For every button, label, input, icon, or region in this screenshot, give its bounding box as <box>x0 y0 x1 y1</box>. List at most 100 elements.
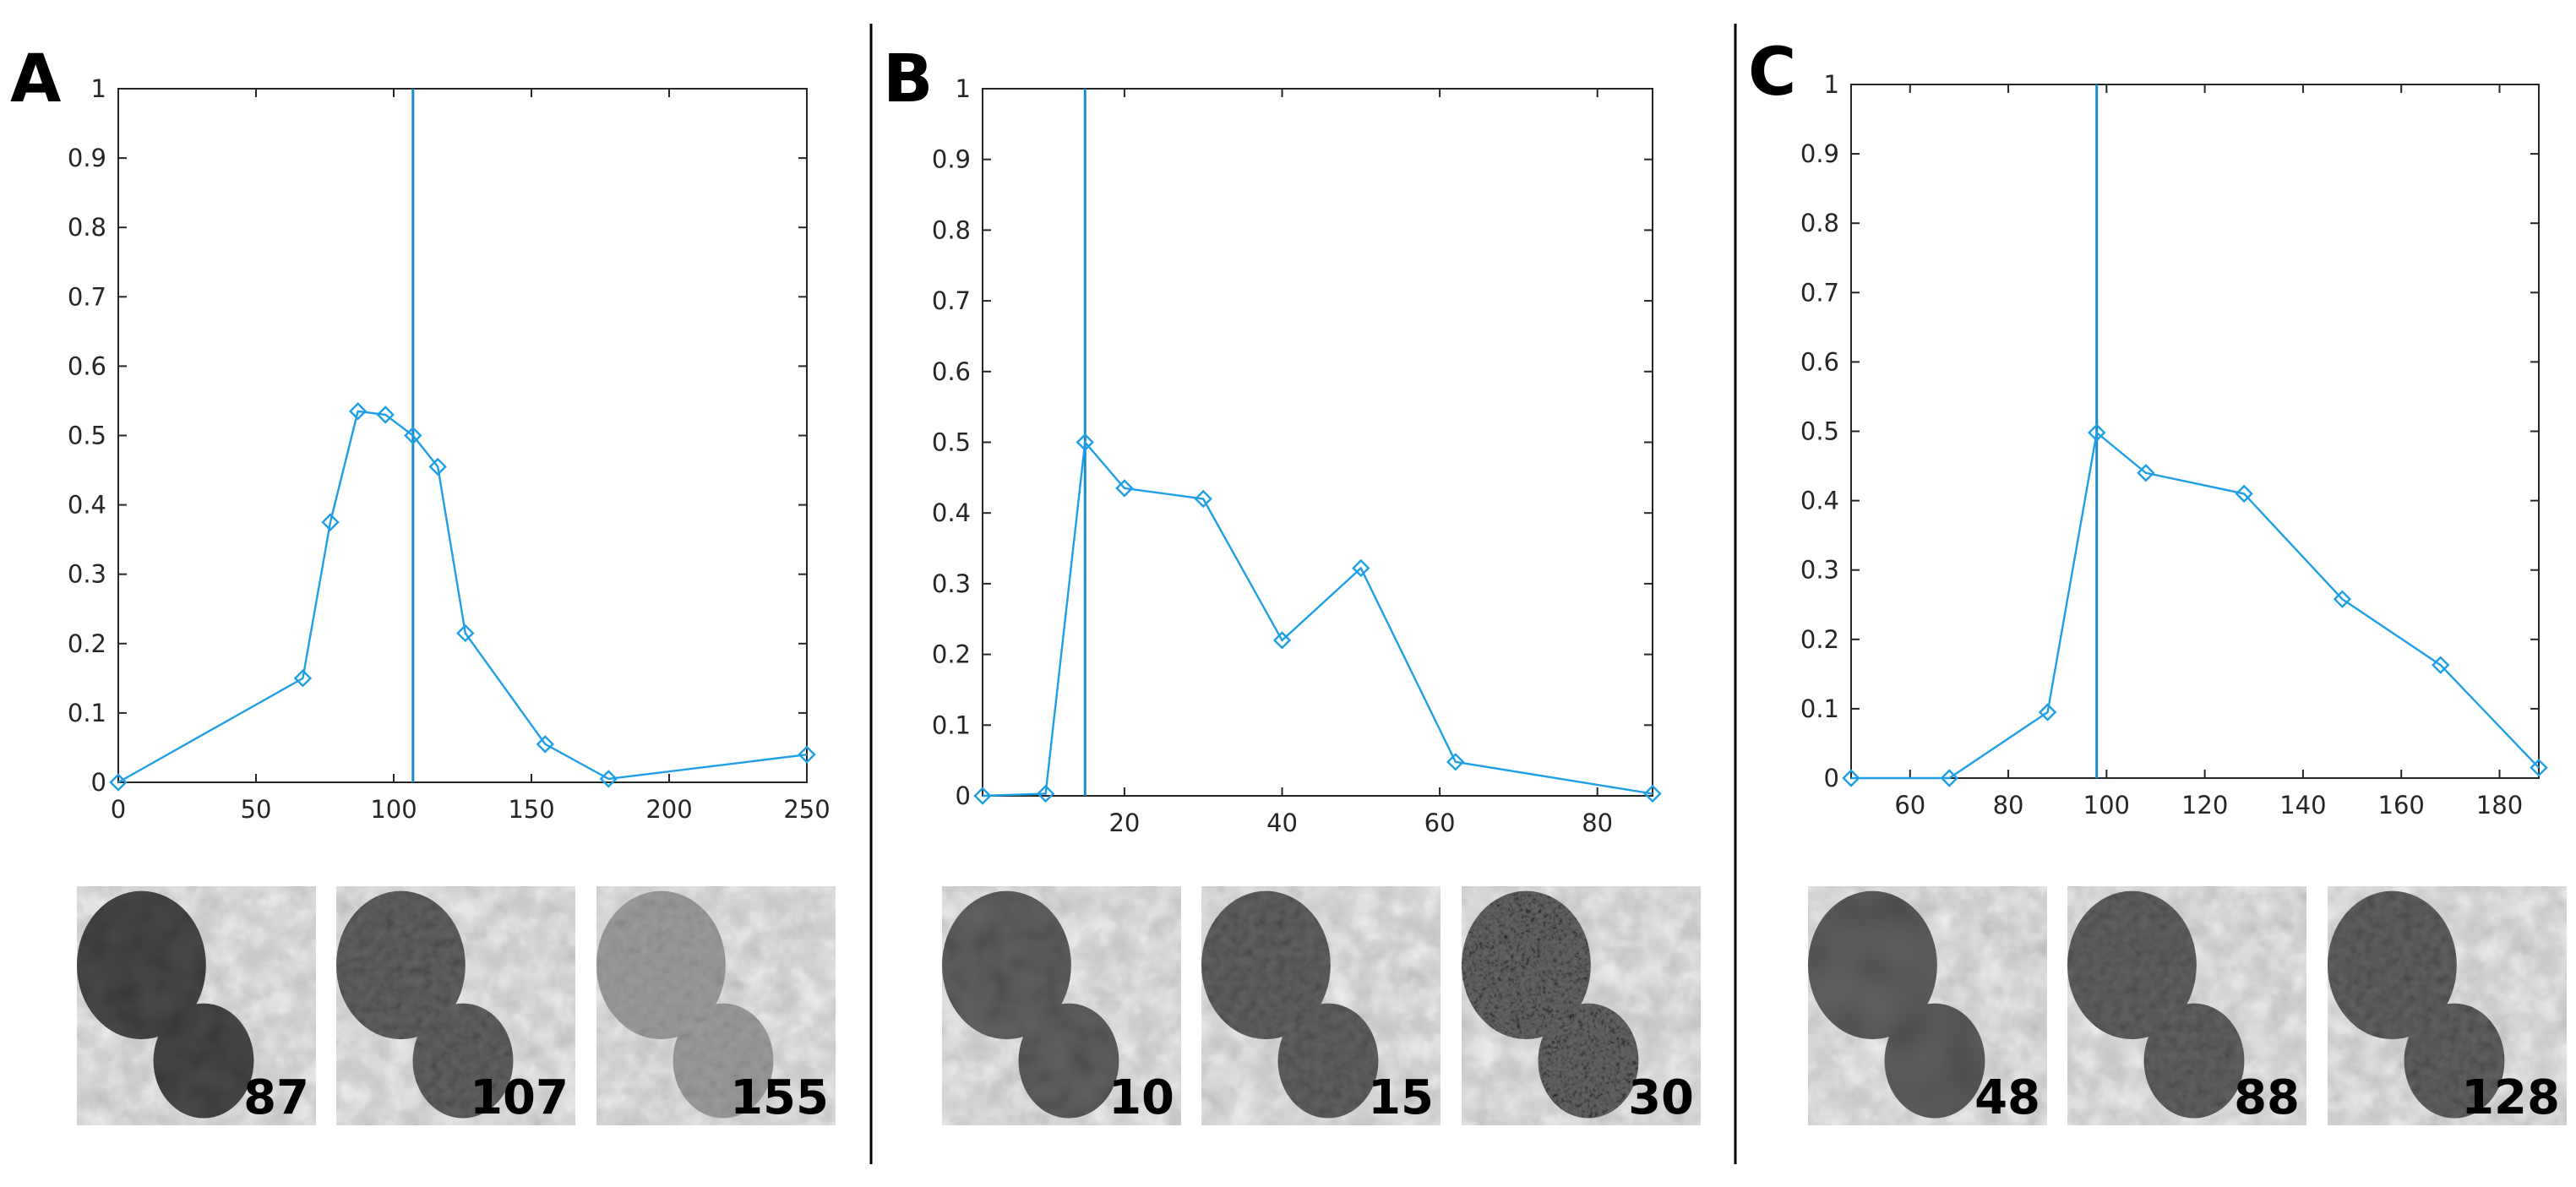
thumbnail-image <box>2328 886 2567 1125</box>
thumbnail-label: 10 <box>1108 1070 1174 1125</box>
y-tick-label: 0 <box>91 768 106 797</box>
data-point <box>1446 753 1465 771</box>
x-tick-label: 60 <box>1424 809 1456 837</box>
data-point <box>456 623 475 643</box>
y-tick-label: 0.7 <box>932 286 971 315</box>
y-tick-label: 0.7 <box>68 282 106 311</box>
y-tick-label: 0 <box>956 781 971 810</box>
y-tick-label: 0.6 <box>932 357 971 386</box>
thumbnail: 128 <box>2328 886 2567 1125</box>
data-point <box>376 406 395 424</box>
y-tick-label: 0.9 <box>1800 139 1839 168</box>
y-tick-label: 0.1 <box>68 699 106 727</box>
thumbnail-row: 87 107 155 <box>77 886 836 1125</box>
y-tick-label: 0.8 <box>932 215 971 244</box>
thumbnail-label: 128 <box>2461 1070 2560 1125</box>
data-point <box>1352 558 1370 578</box>
x-tick-label: 80 <box>1993 791 2024 819</box>
data-point <box>2088 423 2106 442</box>
data-point <box>2333 590 2352 608</box>
thumbnail: 107 <box>336 886 575 1125</box>
thumbnail-label: 87 <box>243 1070 309 1125</box>
series-line <box>982 439 1653 798</box>
axes: 0 0.1 0.2 0.3 0.4 0.5 0.6 0.7 0.8 0.9 1 0 50 100 150 20… <box>68 74 831 824</box>
x-tick-label: 60 <box>1894 791 1925 819</box>
thumbnail: 15 <box>1201 886 1440 1125</box>
panel-label: B <box>883 41 933 117</box>
thumbnail-label: 88 <box>2234 1070 2300 1125</box>
data-point <box>1076 433 1094 452</box>
data-point <box>428 457 447 476</box>
axes-box <box>117 88 808 783</box>
panel-label: C <box>1748 35 1796 111</box>
thumbnail-image <box>596 886 836 1125</box>
y-tick-label: 0.4 <box>68 491 106 520</box>
y-tick-label: 0.8 <box>68 213 106 242</box>
x-tick-label: 180 <box>2476 791 2523 819</box>
y-tick-label: 0.2 <box>68 629 106 658</box>
thumbnail: 48 <box>1808 886 2047 1125</box>
x-tick-label: 80 <box>1582 809 1613 837</box>
x-tick-label: 120 <box>2181 791 2228 819</box>
data-point <box>293 669 313 688</box>
axes: 0 0.1 0.2 0.3 0.4 0.5 0.6 0.7 0.8 0.9 1 20 40 60 80 <box>932 74 1662 837</box>
x-tick-label: 200 <box>645 795 692 824</box>
thumbnail-image <box>1808 886 2047 1125</box>
thumbnail-label: 30 <box>1628 1070 1694 1125</box>
thumbnail: 87 <box>77 886 316 1125</box>
y-tick-label: 1 <box>956 74 971 103</box>
y-tick-label: 0.9 <box>68 144 106 172</box>
thumbnail: 10 <box>942 886 1181 1125</box>
data-point <box>348 402 368 421</box>
x-tick-label: 250 <box>783 795 830 824</box>
y-tick-label: 0.8 <box>1800 209 1839 237</box>
data-point <box>1115 479 1134 498</box>
x-tick-label: 20 <box>1108 809 1140 837</box>
thumbnail-row: 10 15 30 <box>942 886 1701 1125</box>
y-tick-label: 0.3 <box>68 560 106 589</box>
thumbnail-label: 15 <box>1368 1070 1434 1125</box>
thumbnail-image <box>77 886 316 1125</box>
y-tick-label: 1 <box>91 74 106 103</box>
axes-box <box>982 88 1653 797</box>
y-tick-label: 0.3 <box>932 569 971 598</box>
thumbnail: 155 <box>596 886 836 1125</box>
data-point <box>1272 631 1292 650</box>
y-tick-label: 1 <box>1824 70 1839 99</box>
series-line <box>1851 430 2540 780</box>
y-tick-label: 0.5 <box>932 428 971 457</box>
y-tick-label: 0 <box>1824 764 1839 792</box>
y-tick-label: 0.3 <box>1800 556 1839 585</box>
thumbnail-label: 107 <box>470 1070 569 1125</box>
data-point <box>1194 489 1212 509</box>
data-point <box>2530 758 2548 777</box>
data-point <box>2038 703 2057 721</box>
y-tick-label: 0.5 <box>1800 417 1839 446</box>
y-tick-label: 0.7 <box>1800 278 1839 307</box>
x-tick-label: 150 <box>508 795 554 824</box>
y-tick-label: 0.2 <box>932 640 971 669</box>
y-tick-label: 0.1 <box>932 711 971 739</box>
y-tick-label: 0.6 <box>68 351 106 380</box>
data-point <box>536 735 554 754</box>
y-tick-label: 0.9 <box>932 145 971 174</box>
panel-a: A 0 0.1 0.2 0.3 0.4 0.5 0.6 0.7 0.8 0.9 1 0 50 100 150… <box>10 41 836 1125</box>
y-tick-label: 0.6 <box>1800 347 1839 376</box>
thumbnail-image <box>336 886 575 1125</box>
thumbnail-label: 155 <box>730 1070 829 1125</box>
data-point <box>321 513 340 531</box>
data-point <box>2432 656 2450 674</box>
x-tick-label: 140 <box>2279 791 2326 819</box>
data-point <box>798 745 816 764</box>
thumbnail-image <box>1462 886 1701 1125</box>
thumbnail-image <box>1201 886 1440 1125</box>
series-line <box>117 410 808 784</box>
data-point <box>1842 769 1860 787</box>
x-tick-label: 100 <box>2083 791 2130 819</box>
thumbnail-image <box>942 886 1181 1125</box>
data-point <box>1643 784 1662 803</box>
thumbnail-label: 48 <box>1974 1070 2040 1125</box>
